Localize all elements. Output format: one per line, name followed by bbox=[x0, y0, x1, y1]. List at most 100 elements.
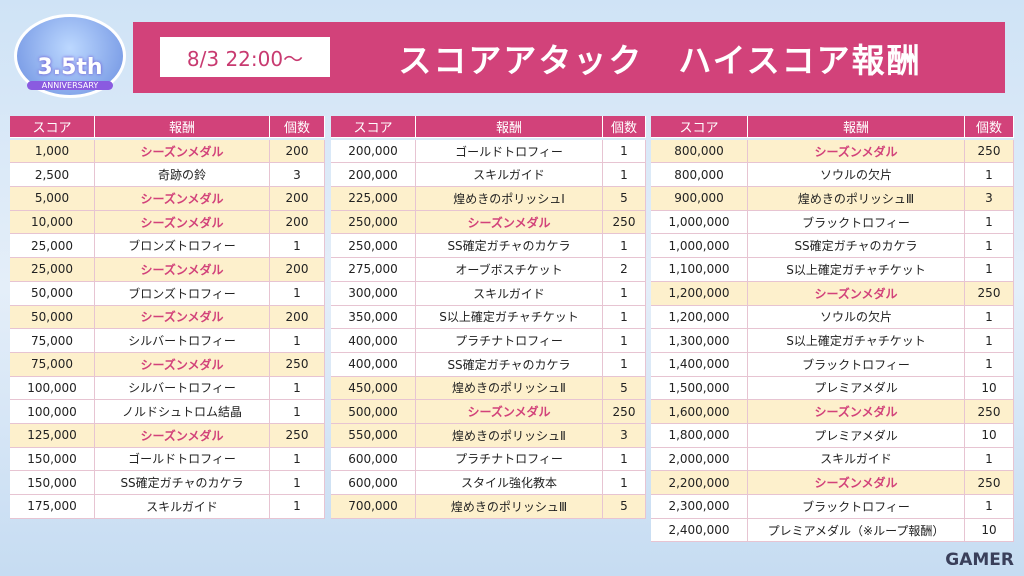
quantity: 200 bbox=[270, 305, 325, 330]
watermark: GAMER bbox=[945, 550, 1014, 570]
reward: S以上確定ガチャチケット bbox=[748, 329, 965, 353]
quantity: 1 bbox=[965, 495, 1014, 519]
quantity: 3 bbox=[603, 423, 646, 448]
score: 1,400,000 bbox=[651, 352, 748, 377]
table-row: 50,000 シーズンメダル 200 bbox=[10, 305, 325, 330]
table-row: 275,000 オーブボスチケット 2 bbox=[331, 258, 646, 282]
table-row: 800,000 ソウルの欠片 1 bbox=[651, 163, 1014, 188]
reward: 煌めきのポリッシュⅡ bbox=[416, 376, 603, 401]
quantity: 1 bbox=[603, 139, 646, 164]
reward: ブラックトロフィー bbox=[748, 210, 965, 235]
score: 150,000 bbox=[10, 447, 95, 472]
page-title: スコアアタック ハイスコア報酬 bbox=[398, 40, 922, 80]
quantity: 10 bbox=[965, 518, 1014, 543]
score: 75,000 bbox=[10, 329, 95, 353]
score: 600,000 bbox=[331, 471, 416, 495]
quantity: 10 bbox=[965, 376, 1014, 401]
reward: 煌めきのポリッシュⅠ bbox=[416, 187, 603, 211]
quantity: 1 bbox=[603, 447, 646, 472]
quantity: 3 bbox=[965, 187, 1014, 211]
quantity: 250 bbox=[270, 352, 325, 377]
quantity: 1 bbox=[603, 352, 646, 377]
reward: S以上確定ガチャチケット bbox=[416, 305, 603, 330]
table-row: 300,000 スキルガイド 1 bbox=[331, 281, 646, 306]
reward: シーズンメダル bbox=[95, 305, 270, 330]
reward: スキルガイド bbox=[95, 495, 270, 519]
reward: ゴールドトロフィー bbox=[416, 139, 603, 164]
event-date: 8/3 22:00〜 bbox=[160, 37, 330, 77]
quantity: 3 bbox=[270, 163, 325, 188]
score: 900,000 bbox=[651, 187, 748, 211]
score: 2,500 bbox=[10, 163, 95, 188]
reward: ブロンズトロフィー bbox=[95, 281, 270, 306]
anniversary-badge: 3.5th ANNIVERSARY bbox=[14, 14, 126, 98]
score: 700,000 bbox=[331, 495, 416, 519]
score: 175,000 bbox=[10, 495, 95, 519]
table-row: 150,000 SS確定ガチャのカケラ 1 bbox=[10, 471, 325, 495]
score: 50,000 bbox=[10, 305, 95, 330]
reward: シーズンメダル bbox=[95, 258, 270, 282]
score: 5,000 bbox=[10, 187, 95, 211]
score: 600,000 bbox=[331, 447, 416, 472]
quantity: 1 bbox=[270, 376, 325, 401]
table-row: 200,000 スキルガイド 1 bbox=[331, 163, 646, 188]
score: 50,000 bbox=[10, 281, 95, 306]
table-row: 450,000 煌めきのポリッシュⅡ 5 bbox=[331, 376, 646, 401]
reward: SS確定ガチャのカケラ bbox=[416, 352, 603, 377]
table-row: 25,000 シーズンメダル 200 bbox=[10, 258, 325, 282]
score: 25,000 bbox=[10, 258, 95, 282]
reward: プレミアメダル bbox=[748, 423, 965, 448]
quantity: 1 bbox=[965, 447, 1014, 472]
table-row: 500,000 シーズンメダル 250 bbox=[331, 400, 646, 424]
quantity: 2 bbox=[603, 258, 646, 282]
reward: ゴールドトロフィー bbox=[95, 447, 270, 472]
score: 200,000 bbox=[331, 163, 416, 188]
quantity: 1 bbox=[270, 281, 325, 306]
quantity: 200 bbox=[270, 139, 325, 164]
header-row: スコア 報酬 個数 bbox=[331, 116, 646, 140]
reward: シーズンメダル bbox=[95, 210, 270, 235]
score: 1,300,000 bbox=[651, 329, 748, 353]
column-header: 報酬 bbox=[748, 116, 965, 138]
reward: 煌めきのポリッシュⅢ bbox=[416, 495, 603, 519]
quantity: 1 bbox=[965, 234, 1014, 259]
table-row: 1,000,000 SS確定ガチャのカケラ 1 bbox=[651, 234, 1014, 259]
quantity: 1 bbox=[965, 163, 1014, 188]
reward: 奇跡の鈴 bbox=[95, 163, 270, 188]
reward: シーズンメダル bbox=[95, 423, 270, 448]
score: 400,000 bbox=[331, 352, 416, 377]
column-header: 報酬 bbox=[95, 116, 270, 138]
table-row: 600,000 スタイル強化教本 1 bbox=[331, 471, 646, 495]
quantity: 250 bbox=[965, 471, 1014, 495]
reward: スキルガイド bbox=[416, 163, 603, 188]
quantity: 200 bbox=[270, 258, 325, 282]
score: 400,000 bbox=[331, 329, 416, 353]
score: 800,000 bbox=[651, 139, 748, 164]
quantity: 1 bbox=[603, 471, 646, 495]
column-header: 個数 bbox=[603, 116, 646, 138]
table-row: 75,000 シルバートロフィー 1 bbox=[10, 329, 325, 353]
score: 1,200,000 bbox=[651, 281, 748, 306]
reward: プラチナトロフィー bbox=[416, 329, 603, 353]
reward: シーズンメダル bbox=[748, 281, 965, 306]
score: 100,000 bbox=[10, 400, 95, 424]
reward: シーズンメダル bbox=[748, 139, 965, 164]
reward: スキルガイド bbox=[748, 447, 965, 472]
table-row: 5,000 シーズンメダル 200 bbox=[10, 187, 325, 211]
table-row: 1,600,000 シーズンメダル 250 bbox=[651, 400, 1014, 424]
reward: シーズンメダル bbox=[748, 471, 965, 495]
score: 550,000 bbox=[331, 423, 416, 448]
reward: 煌めきのポリッシュⅢ bbox=[748, 187, 965, 211]
quantity: 1 bbox=[965, 258, 1014, 282]
quantity: 200 bbox=[270, 210, 325, 235]
quantity: 1 bbox=[965, 329, 1014, 353]
column-header: スコア bbox=[10, 116, 95, 138]
table-row: 2,300,000 ブラックトロフィー 1 bbox=[651, 495, 1014, 519]
table-row: 250,000 シーズンメダル 250 bbox=[331, 210, 646, 235]
reward-table: スコア 報酬 個数 1,000 シーズンメダル 200 2,500 奇跡の鈴 3 5,000 シーズ… bbox=[10, 116, 325, 519]
score: 250,000 bbox=[331, 234, 416, 259]
score: 2,200,000 bbox=[651, 471, 748, 495]
reward: プラチナトロフィー bbox=[416, 447, 603, 472]
quantity: 250 bbox=[270, 423, 325, 448]
score: 2,400,000 bbox=[651, 518, 748, 543]
